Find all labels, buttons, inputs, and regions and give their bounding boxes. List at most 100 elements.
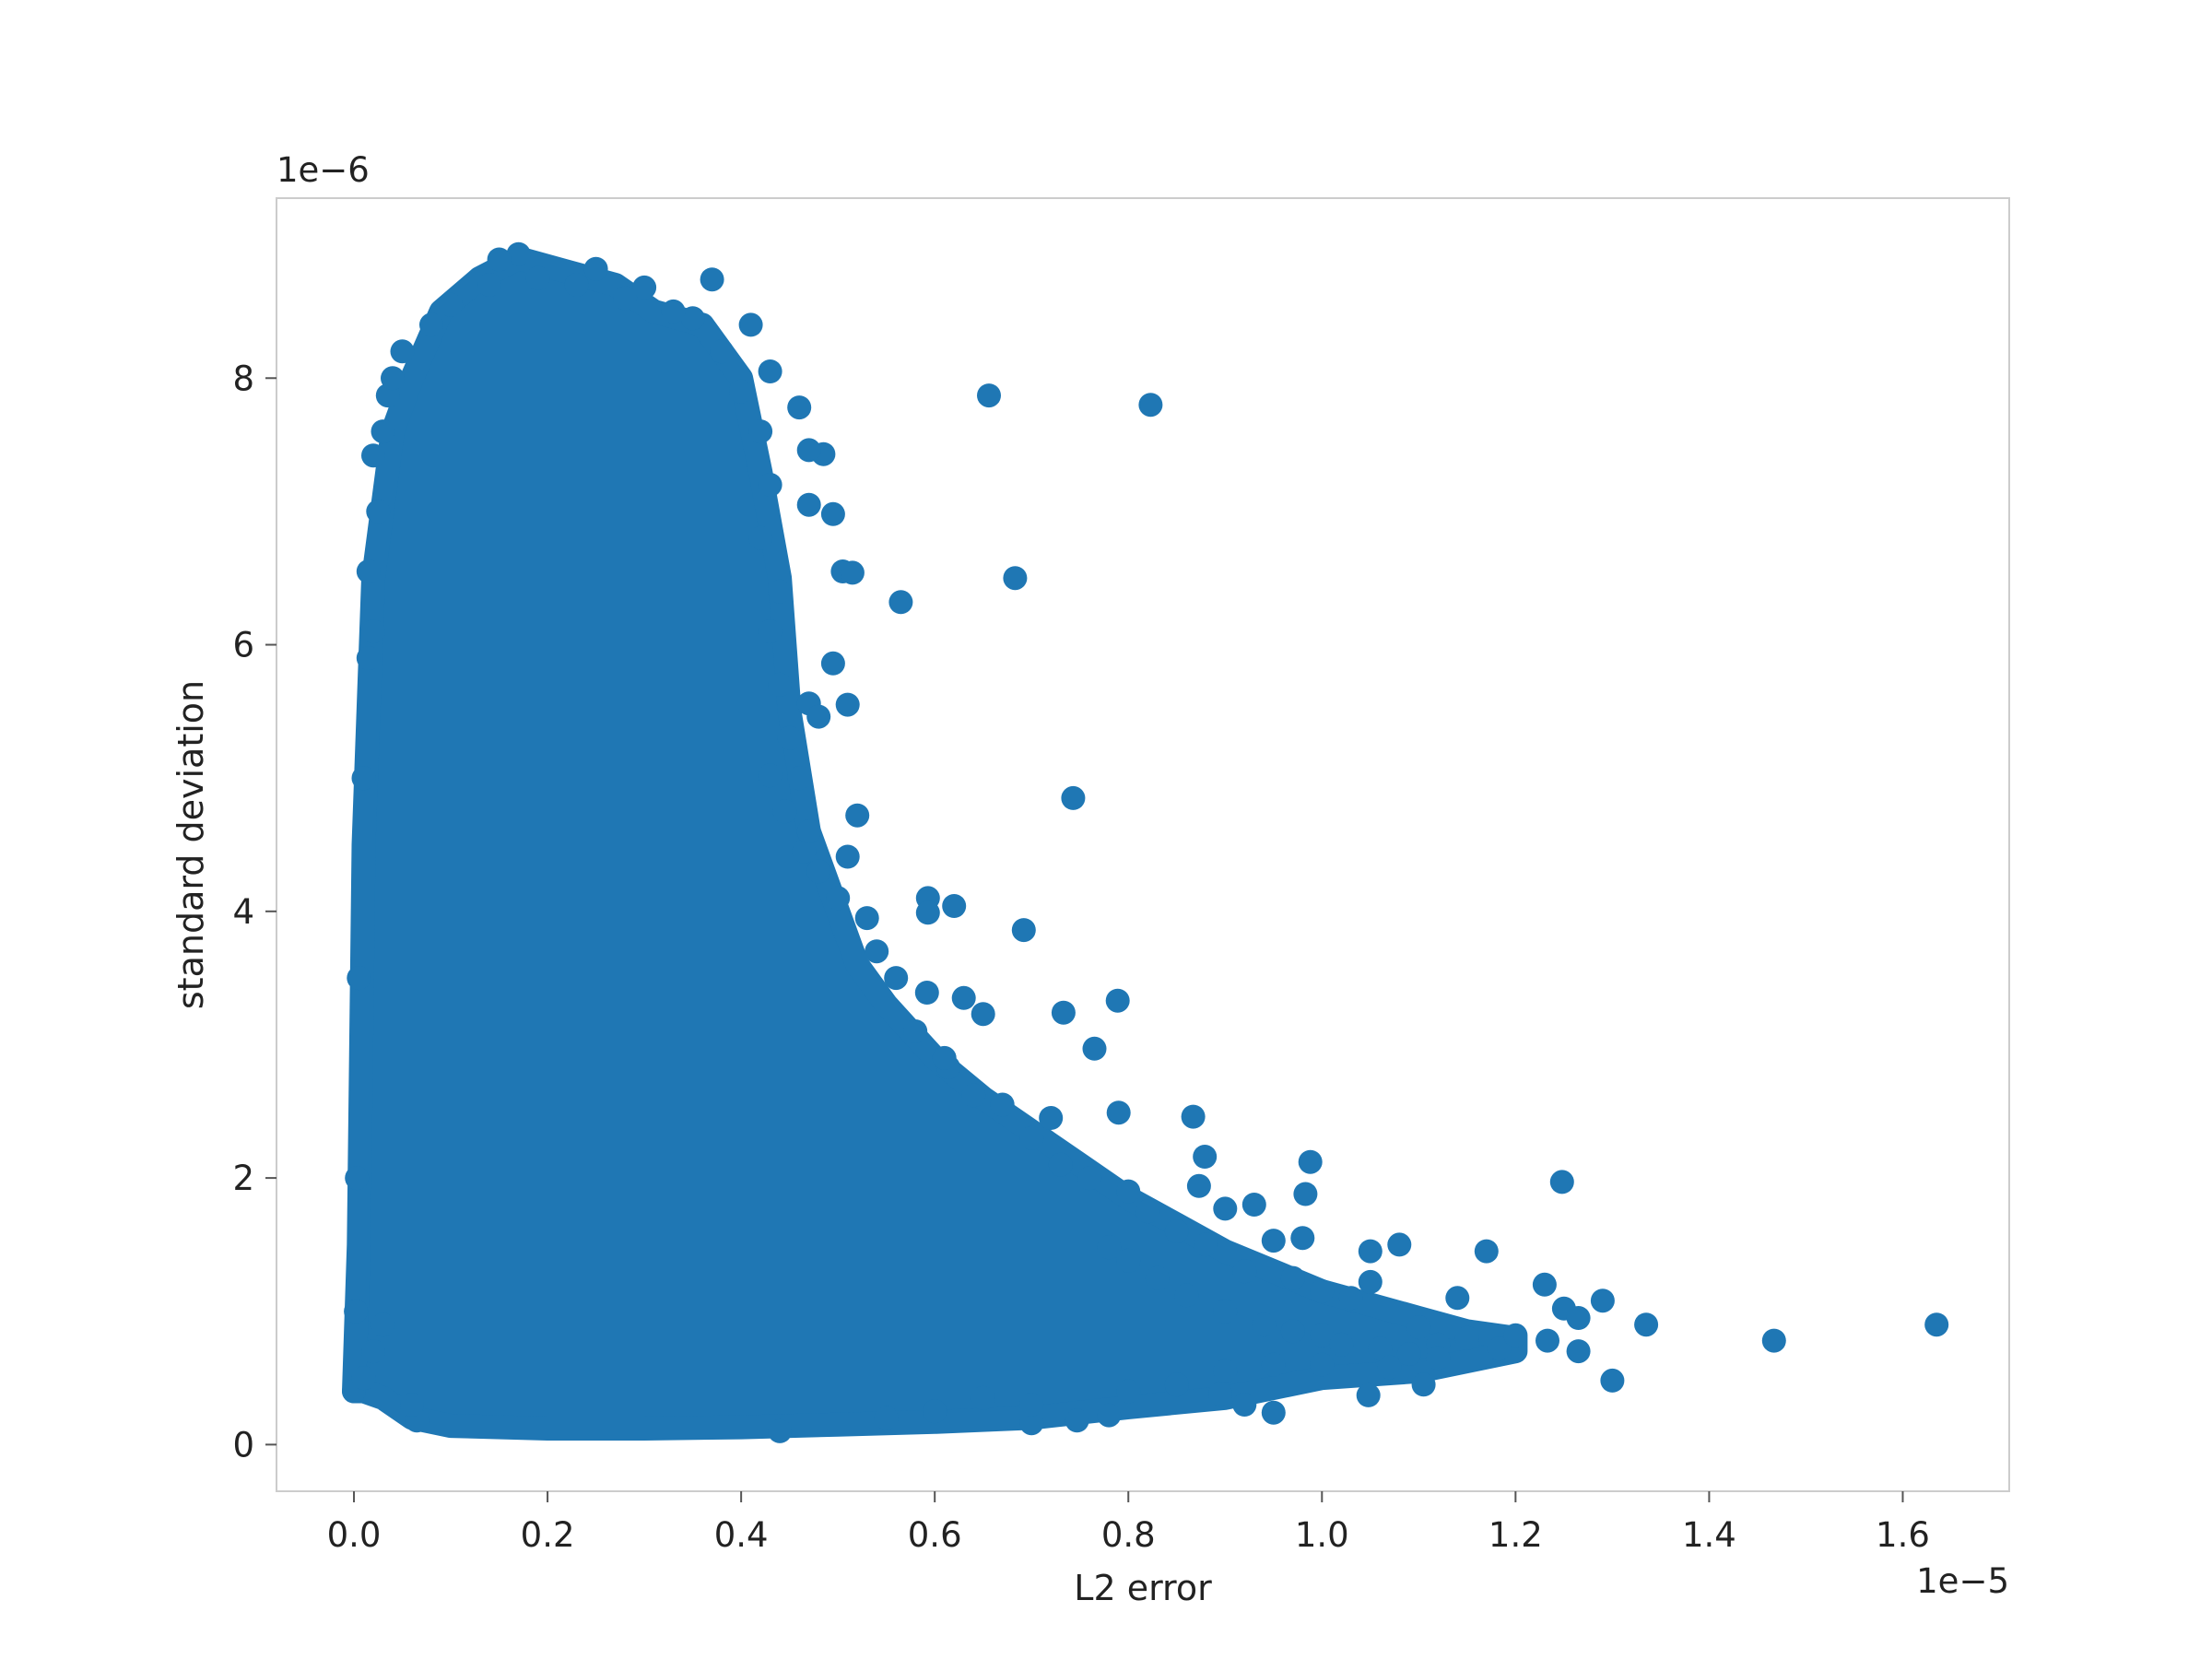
scatter-point [1535, 1328, 1559, 1353]
scatter-point [1396, 1342, 1421, 1366]
x-axis-ticks: 0.0 0.2 0.4 0.6 0.8 1.0 1.2 1.4 1.6 [327, 1491, 1930, 1555]
scatter-point [1298, 1149, 1323, 1174]
scatter-point [1097, 1403, 1122, 1428]
scatter-point [738, 312, 763, 337]
scatter-point [661, 299, 686, 324]
scatter-point [923, 1399, 947, 1424]
scatter-point [806, 704, 831, 729]
scatter-point [1532, 1272, 1557, 1297]
scatter-point [796, 819, 821, 843]
y-tick-label: 0 [232, 1425, 254, 1465]
scatter-point [835, 844, 860, 869]
x-tick-label: 0.4 [714, 1515, 769, 1555]
scatter-point [1232, 1393, 1257, 1417]
x-tick-label: 0.8 [1101, 1515, 1156, 1555]
scatter-point [1213, 1196, 1238, 1221]
scatter-point [1566, 1339, 1591, 1364]
scatter-point [1310, 1352, 1335, 1377]
scatter-point [1445, 1286, 1470, 1311]
y-tick-label: 4 [232, 892, 254, 932]
scatter-point [845, 803, 870, 828]
scatter-point [1105, 988, 1130, 1013]
scatter-point [758, 359, 782, 383]
scatter-point [1487, 1336, 1512, 1361]
scatter-point [344, 1299, 369, 1324]
scatter-point [1077, 1166, 1102, 1191]
scatter-point [1193, 1145, 1218, 1169]
scatter-point [700, 267, 724, 292]
scatter-point [1011, 918, 1036, 943]
scatter-point [1213, 1299, 1238, 1324]
scatter-point [1051, 1000, 1076, 1025]
y-axis-label: standard deviation [171, 680, 211, 1009]
scatter-point [1368, 1336, 1393, 1361]
scatter-point [942, 894, 967, 918]
x-tick-label: 1.6 [1876, 1515, 1930, 1555]
scatter-point [748, 525, 773, 550]
scatter-point [1406, 1315, 1431, 1340]
y-axis-ticks: 0 2 4 6 8 [232, 359, 276, 1465]
scatter-point [613, 286, 638, 311]
scatter-point [1213, 1359, 1238, 1383]
scatter-point [796, 492, 821, 517]
scatter-point [1261, 1229, 1286, 1253]
scatter-point [356, 559, 381, 583]
scatter-point [884, 966, 909, 991]
scatter-point [400, 1393, 424, 1417]
scatter-point [1174, 1283, 1199, 1308]
scatter-point [356, 646, 381, 670]
scatter-point [525, 265, 550, 290]
x-tick-label: 1.4 [1682, 1515, 1736, 1555]
scatter-point [361, 1339, 385, 1364]
scatter-points [342, 241, 1949, 1443]
scatter-point [1019, 1411, 1044, 1436]
scatter-point [351, 1366, 376, 1391]
scatter-point [1164, 1219, 1189, 1243]
scatter-point [1280, 1265, 1305, 1290]
scatter-point [1181, 1104, 1206, 1129]
scatter-point [361, 619, 385, 644]
scatter-point [820, 651, 845, 676]
scatter-point [1145, 1265, 1170, 1290]
scatter-point [1310, 1279, 1335, 1303]
scatter-point [1590, 1288, 1615, 1313]
scatter-point [680, 306, 705, 331]
scatter-point [477, 273, 502, 297]
scatter-point [748, 419, 773, 444]
scatter-point [361, 443, 385, 468]
scatter-point [1116, 1248, 1141, 1273]
scatter-point [1387, 1232, 1412, 1257]
x-axis-label: L2 error [1074, 1568, 1212, 1608]
x-tick-label: 0.6 [908, 1515, 962, 1555]
plot-frame [276, 197, 2010, 1492]
x-tick-label: 1.0 [1295, 1515, 1349, 1555]
scatter-point [1186, 1173, 1211, 1198]
y-axis-offset-text: 1e−6 [276, 150, 370, 190]
scatter-point [758, 473, 782, 497]
scatter-point [915, 900, 940, 925]
scatter-point [888, 590, 913, 615]
scatter-point [758, 619, 782, 644]
scatter-point [1061, 785, 1086, 810]
scatter-point [796, 438, 821, 463]
scatter-point [345, 1166, 370, 1191]
scatter-point [381, 366, 405, 391]
x-tick-label: 1.2 [1488, 1515, 1543, 1555]
scatter-point [1039, 1106, 1064, 1130]
scatter-point [1208, 1382, 1232, 1406]
scatter-point [1358, 1239, 1382, 1264]
scatter-point [865, 939, 889, 964]
scatter-point [1232, 1259, 1257, 1284]
scatter-point [1135, 1199, 1160, 1224]
scatter-point [835, 692, 860, 717]
scatter-point [826, 886, 851, 911]
scatter-point [371, 419, 395, 444]
scatter-point [787, 766, 812, 791]
x-tick-label: 0.0 [327, 1515, 382, 1555]
scatter-point [1474, 1239, 1499, 1264]
scatter-point [710, 339, 735, 364]
scatter-point [1338, 1286, 1363, 1311]
scatter-point [1019, 1125, 1044, 1150]
scatter-point [1290, 1226, 1315, 1251]
